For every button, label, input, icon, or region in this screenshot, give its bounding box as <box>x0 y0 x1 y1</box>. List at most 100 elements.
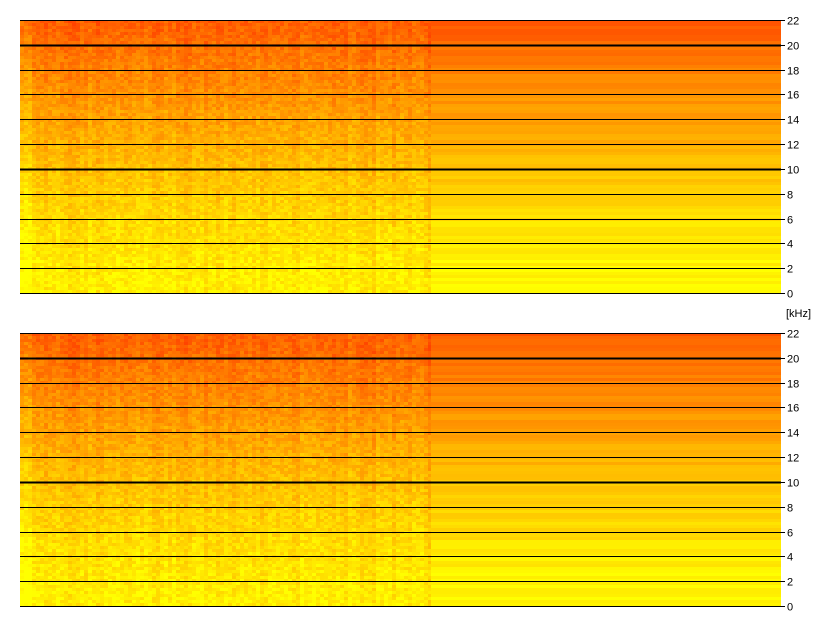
heat-cell <box>224 71 229 75</box>
heat-cell <box>160 77 165 81</box>
heat-cell <box>120 116 125 120</box>
heat-cell <box>96 116 101 120</box>
heat-cell <box>172 65 177 69</box>
heat-cell <box>116 29 121 33</box>
heat-cell <box>216 131 221 135</box>
heat-cell <box>224 260 229 264</box>
heat-cell <box>116 71 121 75</box>
heat-cell <box>160 278 165 282</box>
heat-cell <box>136 98 141 102</box>
heat-cell <box>160 203 165 207</box>
heat-cell <box>40 230 45 234</box>
heat-cell <box>76 164 81 168</box>
heat-cell <box>144 104 149 108</box>
heat-cell <box>164 239 169 243</box>
heat-cell <box>200 131 205 135</box>
heat-cell <box>220 68 225 72</box>
heat-cell <box>196 251 201 255</box>
heat-cell <box>124 272 129 276</box>
heat-cell <box>232 146 237 150</box>
heat-cell <box>80 200 85 204</box>
heat-cell <box>116 161 121 165</box>
heat-cell <box>96 26 101 30</box>
heat-cell <box>120 224 125 228</box>
heat-cell <box>232 236 237 240</box>
heat-cell <box>60 272 65 276</box>
heat-cell <box>236 182 241 186</box>
heat-cell <box>84 92 89 96</box>
heat-cell <box>44 161 49 165</box>
heat-cell <box>48 215 53 219</box>
heat-cell <box>176 206 181 210</box>
heat-cell <box>84 161 89 165</box>
heat-cell <box>80 41 85 45</box>
heat-cell <box>124 221 129 225</box>
heat-cell <box>148 101 153 105</box>
heat-cell <box>40 26 45 30</box>
heat-cell <box>64 245 69 249</box>
heat-cell <box>24 23 29 27</box>
heat-cell <box>164 47 169 51</box>
heat-cell <box>96 83 101 87</box>
heat-cell <box>232 263 237 267</box>
heat-cell <box>68 251 73 255</box>
heat-cell <box>144 56 149 60</box>
heat-cell <box>172 107 177 111</box>
heat-cell <box>68 38 73 42</box>
heat-cell <box>184 263 189 267</box>
heat-cell <box>56 221 61 225</box>
heat-cell <box>208 185 213 189</box>
heat-cell <box>136 179 141 183</box>
heat-cell <box>72 245 77 249</box>
heat-cell <box>32 194 37 198</box>
heat-cell <box>40 62 45 66</box>
heat-cell <box>220 26 225 30</box>
heat-cell <box>224 203 229 207</box>
heat-cell <box>172 200 177 204</box>
heat-cell <box>164 266 169 270</box>
heat-cell <box>20 275 25 279</box>
heat-cell <box>52 233 57 237</box>
heat-cell <box>108 140 113 144</box>
heat-cell <box>64 233 69 237</box>
heat-cell <box>80 158 85 162</box>
heat-cell <box>84 248 89 252</box>
heat-cell <box>212 149 217 153</box>
heat-cell <box>56 206 61 210</box>
heat-cell <box>32 278 37 282</box>
heat-cell <box>144 29 149 33</box>
heat-cell <box>136 254 141 258</box>
heat-cell <box>176 110 181 114</box>
heat-cell <box>220 116 225 120</box>
heat-cell <box>164 191 169 195</box>
heat-cell <box>48 290 53 293</box>
heat-cell <box>196 164 201 168</box>
heat-cell <box>156 227 161 231</box>
heat-cell <box>60 197 65 201</box>
heat-cell <box>60 230 65 234</box>
heat-cell <box>48 188 53 192</box>
heat-cell <box>216 257 221 261</box>
heat-cell <box>108 179 113 183</box>
heat-cell <box>168 230 173 234</box>
heat-cell <box>32 119 37 123</box>
heat-cell <box>88 173 93 177</box>
heat-cell <box>128 146 133 150</box>
heat-cell <box>96 269 101 273</box>
heat-cell <box>228 284 233 288</box>
heat-cell <box>132 146 137 150</box>
heat-cell <box>84 119 89 123</box>
heat-cell <box>60 62 65 66</box>
heat-cell <box>36 80 41 84</box>
heat-cell <box>112 122 117 126</box>
heat-cell <box>48 95 53 99</box>
heat-cell <box>204 290 209 293</box>
heat-cell <box>52 149 57 153</box>
heat-cell <box>196 104 201 108</box>
heat-cell <box>112 47 117 51</box>
heat-cell <box>76 71 81 75</box>
heat-cell <box>28 269 33 273</box>
heat-cell <box>188 185 193 189</box>
heat-cell <box>28 95 33 99</box>
heat-cell <box>24 254 29 258</box>
